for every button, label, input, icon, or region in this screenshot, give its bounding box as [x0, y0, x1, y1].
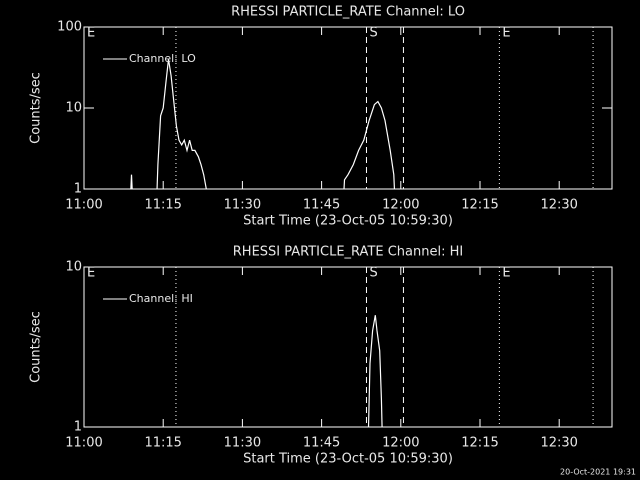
timestamp: 20-Oct-2021 19:31 [560, 468, 636, 477]
x-tick-label: 12:00 [382, 198, 419, 213]
legend-label: Channel: HI [129, 292, 193, 305]
x-tick-label: 11:30 [224, 436, 261, 451]
x-tick-label: 11:00 [65, 436, 102, 451]
chart-title: RHESSI PARTICLE_RATE Channel: LO [231, 5, 465, 20]
x-tick-label: 11:45 [303, 198, 340, 213]
legend-label: Channel: LO [129, 52, 196, 65]
y-axis-label: Counts/sec [29, 72, 44, 144]
x-tick-label: 11:15 [144, 436, 181, 451]
y-axis-label: Counts/sec [29, 311, 44, 383]
x-tick-label: 12:15 [461, 436, 498, 451]
data-line [367, 315, 383, 427]
y-tick-label: 100 [57, 20, 82, 35]
flag-label: E [87, 26, 95, 41]
y-tick-label: 1 [74, 420, 82, 435]
y-tick-label: 1 [74, 182, 82, 197]
data-line [130, 59, 396, 189]
flag-label: E [87, 266, 95, 281]
y-tick-label: 10 [65, 260, 82, 275]
x-axis-label: Start Time (23-Oct-05 10:59:30) [243, 452, 453, 467]
x-tick-label: 12:30 [540, 436, 577, 451]
x-tick-label: 11:00 [65, 198, 102, 213]
flag-label: E [502, 26, 510, 41]
flag-label: S [369, 26, 377, 41]
x-tick-label: 12:00 [382, 436, 419, 451]
y-tick-label: 10 [65, 101, 82, 116]
x-tick-label: 11:45 [303, 436, 340, 451]
x-tick-label: 12:30 [540, 198, 577, 213]
x-tick-label: 11:30 [224, 198, 261, 213]
flag-label: S [369, 266, 377, 281]
x-axis-label: Start Time (23-Oct-05 10:59:30) [243, 214, 453, 229]
flag-label: E [502, 266, 510, 281]
plot-frame [83, 266, 613, 428]
x-tick-label: 12:15 [461, 198, 498, 213]
x-tick-label: 11:15 [144, 198, 181, 213]
chart-title: RHESSI PARTICLE_RATE Channel: HI [233, 245, 463, 260]
